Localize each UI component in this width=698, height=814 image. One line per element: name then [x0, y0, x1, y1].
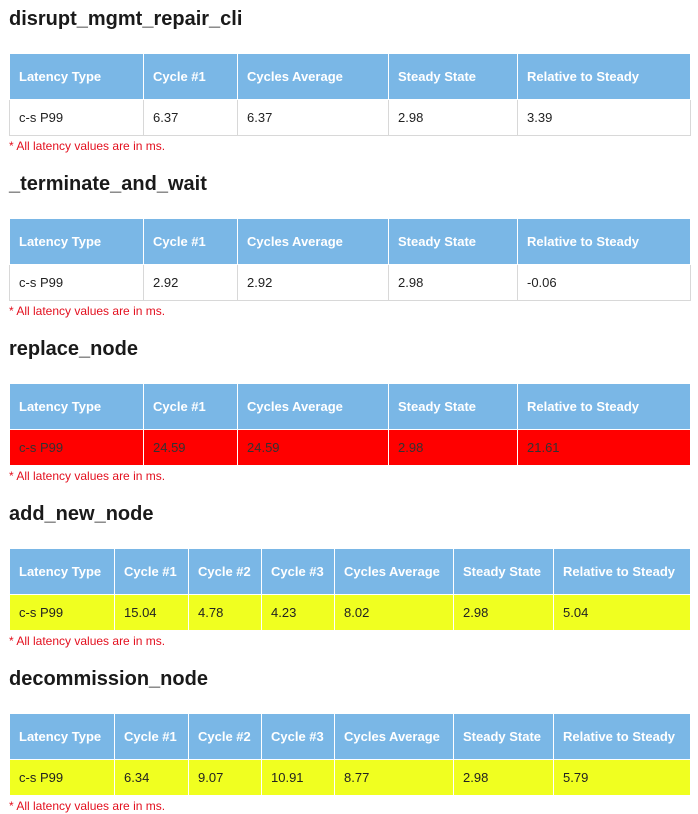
table-row: c-s P99 6.37 6.37 2.98 3.39	[9, 99, 691, 136]
column-header: Cycle #1	[143, 53, 238, 100]
section-title: decommission_node	[9, 668, 208, 690]
section-title: disrupt_mgmt_repair_cli	[9, 8, 243, 30]
column-header: Relative to Steady	[553, 548, 691, 595]
column-header: Cycle #1	[114, 713, 189, 760]
table-cell: 8.02	[334, 594, 454, 631]
table-cell: 5.79	[553, 759, 691, 796]
table-cell: 2.92	[237, 264, 389, 301]
latency-table: Latency Type Cycle #1 Cycle #2 Cycle #3 Cycl…	[9, 713, 691, 796]
latency-section: decommission_node Latency Type Cycle #1 Cyc…	[0, 666, 698, 814]
latency-section: replace_node Latency Type Cycle #1 Cycles A…	[0, 336, 698, 501]
latency-unit-note: * All latency values are in ms.	[9, 139, 166, 153]
column-header: Relative to Steady	[553, 713, 691, 760]
section-spacer	[0, 649, 698, 666]
table-cell: c-s P99	[9, 759, 115, 796]
column-header: Relative to Steady	[517, 218, 691, 265]
section-title: _terminate_and_wait	[9, 173, 207, 195]
column-header: Cycle #2	[188, 713, 262, 760]
column-header: Latency Type	[9, 218, 144, 265]
table-row: c-s P99 6.34 9.07 10.91 8.77 2.98 5.79	[9, 759, 691, 796]
table-cell: -0.06	[517, 264, 691, 301]
column-header: Relative to Steady	[517, 383, 691, 430]
table-header-row: Latency Type Cycle #1 Cycles Average Steady…	[9, 383, 691, 430]
table-cell: c-s P99	[9, 264, 144, 301]
column-header: Cycles Average	[334, 548, 454, 595]
table-row: c-s P99 24.59 24.59 2.98 21.61	[9, 429, 691, 466]
table-cell: c-s P99	[9, 99, 144, 136]
column-header: Cycle #1	[114, 548, 189, 595]
table-cell: 6.37	[237, 99, 389, 136]
column-header: Cycle #2	[188, 548, 262, 595]
column-header: Cycles Average	[334, 713, 454, 760]
table-cell: 4.23	[261, 594, 335, 631]
table-cell: 10.91	[261, 759, 335, 796]
section-title: add_new_node	[9, 503, 154, 525]
latency-section: disrupt_mgmt_repair_cli Latency Type Cycle…	[0, 6, 698, 171]
table-cell: 6.34	[114, 759, 189, 796]
column-header: Latency Type	[9, 383, 144, 430]
latency-section: add_new_node Latency Type Cycle #1 Cycle #2…	[0, 501, 698, 666]
section-spacer	[0, 154, 698, 171]
column-header: Cycle #1	[143, 383, 238, 430]
column-header: Steady State	[388, 383, 518, 430]
table-header-row: Latency Type Cycle #1 Cycle #2 Cycle #3 Cycl…	[9, 713, 691, 760]
table-cell: 6.37	[143, 99, 238, 136]
column-header: Cycles Average	[237, 383, 389, 430]
table-cell: 9.07	[188, 759, 262, 796]
column-header: Cycles Average	[237, 218, 389, 265]
table-cell: c-s P99	[9, 594, 115, 631]
table-cell: 24.59	[237, 429, 389, 466]
section-spacer	[0, 319, 698, 336]
latency-unit-note: * All latency values are in ms.	[9, 304, 166, 318]
table-cell: 3.39	[517, 99, 691, 136]
section-title: replace_node	[9, 338, 138, 360]
table-cell: 2.98	[453, 759, 554, 796]
table-cell: 21.61	[517, 429, 691, 466]
column-header: Latency Type	[9, 548, 115, 595]
table-cell: 2.92	[143, 264, 238, 301]
table-cell: 2.98	[388, 99, 518, 136]
latency-table: Latency Type Cycle #1 Cycles Average Steady…	[9, 218, 691, 301]
table-cell: 8.77	[334, 759, 454, 796]
table-cell: 2.98	[388, 264, 518, 301]
table-row: c-s P99 2.92 2.92 2.98 -0.06	[9, 264, 691, 301]
latency-unit-note: * All latency values are in ms.	[9, 469, 166, 483]
column-header: Relative to Steady	[517, 53, 691, 100]
latency-unit-note: * All latency values are in ms.	[9, 634, 166, 648]
table-cell: 5.04	[553, 594, 691, 631]
table-cell: 2.98	[388, 429, 518, 466]
latency-table: Latency Type Cycle #1 Cycles Average Steady…	[9, 383, 691, 466]
column-header: Cycle #3	[261, 713, 335, 760]
column-header: Latency Type	[9, 713, 115, 760]
table-row: c-s P99 15.04 4.78 4.23 8.02 2.98 5.04	[9, 594, 691, 631]
column-header: Cycles Average	[237, 53, 389, 100]
table-header-row: Latency Type Cycle #1 Cycle #2 Cycle #3 Cycl…	[9, 548, 691, 595]
latency-unit-note: * All latency values are in ms.	[9, 799, 166, 813]
table-cell: 15.04	[114, 594, 189, 631]
table-cell: 24.59	[143, 429, 238, 466]
column-header: Cycle #1	[143, 218, 238, 265]
table-header-row: Latency Type Cycle #1 Cycles Average Steady…	[9, 53, 691, 100]
latency-table: Latency Type Cycle #1 Cycle #2 Cycle #3 Cycl…	[9, 548, 691, 631]
column-header: Steady State	[453, 548, 554, 595]
column-header: Latency Type	[9, 53, 144, 100]
table-cell: c-s P99	[9, 429, 144, 466]
column-header: Cycle #3	[261, 548, 335, 595]
table-cell: 4.78	[188, 594, 262, 631]
section-spacer	[0, 484, 698, 501]
latency-table: Latency Type Cycle #1 Cycles Average Steady…	[9, 53, 691, 136]
table-cell: 2.98	[453, 594, 554, 631]
column-header: Steady State	[388, 218, 518, 265]
column-header: Steady State	[453, 713, 554, 760]
table-header-row: Latency Type Cycle #1 Cycles Average Steady…	[9, 218, 691, 265]
latency-section: _terminate_and_wait Latency Type Cycle #1 C…	[0, 171, 698, 336]
column-header: Steady State	[388, 53, 518, 100]
